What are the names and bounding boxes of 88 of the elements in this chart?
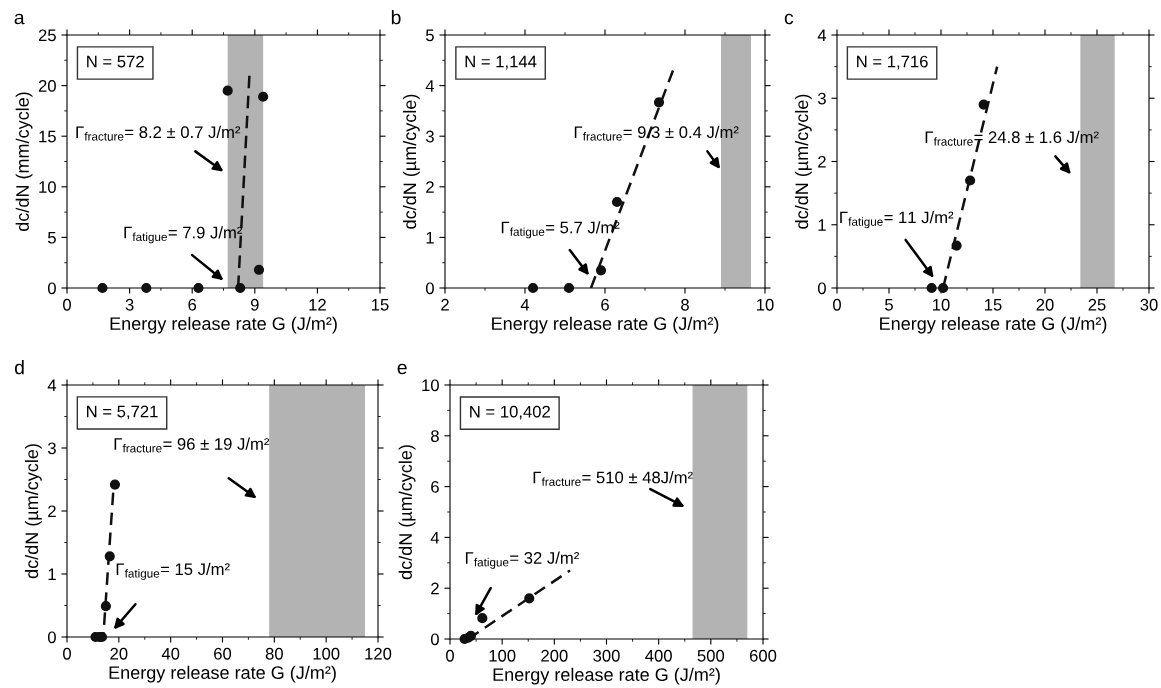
x-tick-label: 60 [214, 647, 232, 660]
x-tick-label: 80 [265, 647, 283, 660]
annotation: N = 1,716 [857, 55, 928, 70]
x-tick-label: 3 [125, 298, 134, 311]
x-tick-label: 12 [309, 298, 326, 311]
x-tick-label: 30 [1140, 298, 1158, 311]
y-tick-label: 10 [422, 379, 439, 392]
annotation: Γ$_{fatigue}$= 32 J/m² [465, 551, 579, 569]
x-tick-label: 40 [161, 647, 180, 660]
chart-title: e [397, 363, 407, 375]
y-tick-label: 8 [431, 430, 439, 442]
y-tick-label: 5 [425, 29, 434, 42]
x-axis-title: Energy release rate G (J/m²) [109, 665, 336, 683]
x-tick-label: 600 [749, 649, 777, 662]
y-tick-label: 3 [425, 130, 434, 143]
x-tick-label: 0 [833, 298, 841, 311]
annotation: N = 5,721 [87, 405, 158, 420]
x-tick-label: 9 [250, 298, 259, 311]
y-tick-label: 2 [48, 505, 56, 518]
x-tick-label: 6 [601, 298, 609, 311]
annotation: Γ$_{fracture}$= 24.8 ± 1.6 J/m² [925, 130, 1099, 146]
y-tick-label: 3 [47, 442, 56, 455]
x-tick-label: 400 [645, 649, 672, 662]
y-tick-label: 1 [426, 231, 434, 244]
y-tick-label: 5 [47, 231, 56, 244]
x-tick-label: 0 [63, 647, 71, 660]
x-tick-label: 0 [446, 649, 454, 662]
y-tick-label: 0 [817, 282, 826, 295]
x-axis-title: Energy release rate G (J/m²) [493, 667, 720, 685]
y-axis-title: dc/dN (µm/cycle) [398, 445, 416, 580]
x-tick-label: 20 [1036, 298, 1054, 311]
x-tick-label: 100 [313, 647, 340, 660]
annotation: N = 1,144 [465, 55, 537, 70]
y-tick-label: 2 [426, 181, 434, 193]
y-tick-label: 20 [38, 80, 56, 92]
annotation: N = 572 [87, 55, 144, 68]
x-tick-label: 200 [541, 649, 568, 662]
y-tick-label: 6 [431, 481, 439, 493]
annotation: Γ$_{fatigue}$= 15 J/m² [116, 562, 230, 580]
annotation: N = 10,402 [470, 405, 550, 420]
chart-title: a [14, 13, 25, 25]
x-tick-label: 20 [110, 647, 128, 660]
y-tick-label: 4 [425, 80, 435, 92]
x-tick-label: 4 [520, 299, 530, 311]
y-tick-label: 0 [425, 282, 434, 295]
x-tick-label: 15 [372, 299, 389, 311]
y-axis-title: dc/dN (mm/cycle) [15, 92, 33, 231]
x-tick-label: 100 [489, 649, 516, 662]
y-tick-label: 3 [817, 92, 826, 105]
chart-title: d [14, 360, 24, 375]
annotation: Γ$_{fracture}$= 8.2 ± 0.7 J/m² [76, 125, 241, 141]
x-tick-label: 25 [1088, 298, 1106, 311]
y-tick-label: 10 [39, 181, 56, 193]
x-tick-label: 300 [593, 649, 620, 662]
x-tick-label: 10 [757, 298, 774, 311]
annotation: Γ$_{fatigue}$= 7.9 J/m² [124, 226, 243, 244]
chart-title: b [391, 10, 401, 25]
y-tick-label: 1 [48, 568, 56, 581]
x-tick-label: 6 [188, 298, 197, 311]
x-tick-label: 15 [985, 299, 1002, 311]
y-tick-label: 0 [430, 633, 439, 646]
x-tick-label: 120 [365, 647, 392, 660]
x-axis-title: Energy release rate G (J/m²) [492, 316, 719, 334]
y-axis-title: dc/dN (µm/cycle) [24, 444, 42, 579]
y-tick-label: 0 [47, 282, 56, 295]
y-tick-label: 0 [47, 631, 56, 644]
y-tick-label: 15 [39, 130, 56, 143]
y-tick-label: 4 [47, 379, 57, 392]
y-tick-label: 1 [818, 219, 826, 231]
x-tick-label: 5 [885, 299, 893, 311]
x-tick-label: 10 [933, 298, 950, 311]
x-axis-title: Energy release rate G (J/m²) [110, 316, 337, 334]
y-tick-label: 4 [430, 531, 440, 544]
y-tick-label: 25 [38, 29, 56, 42]
annotation: Γ$_{fatigue}$= 11 J/m² [840, 211, 954, 229]
y-axis-title: dc/dN (µm/cycle) [402, 94, 420, 229]
x-axis-title: Energy release rate G (J/m²) [880, 316, 1107, 334]
y-tick-label: 4 [817, 29, 827, 42]
y-axis-title: dc/dN (µm/cycle) [794, 94, 812, 229]
x-tick-label: 0 [63, 298, 71, 311]
x-tick-label: 500 [697, 649, 725, 662]
x-tick-label: 2 [441, 298, 449, 311]
chart-title: c [784, 13, 794, 25]
x-tick-label: 8 [681, 298, 689, 311]
y-tick-label: 2 [431, 582, 439, 595]
y-tick-label: 2 [818, 155, 826, 168]
annotation: Γ$_{fracture}$= 96 ± 19 J/m² [114, 437, 270, 453]
annotation: Γ$_{fracture}$= 510 ± 48J/m² [533, 471, 693, 486]
